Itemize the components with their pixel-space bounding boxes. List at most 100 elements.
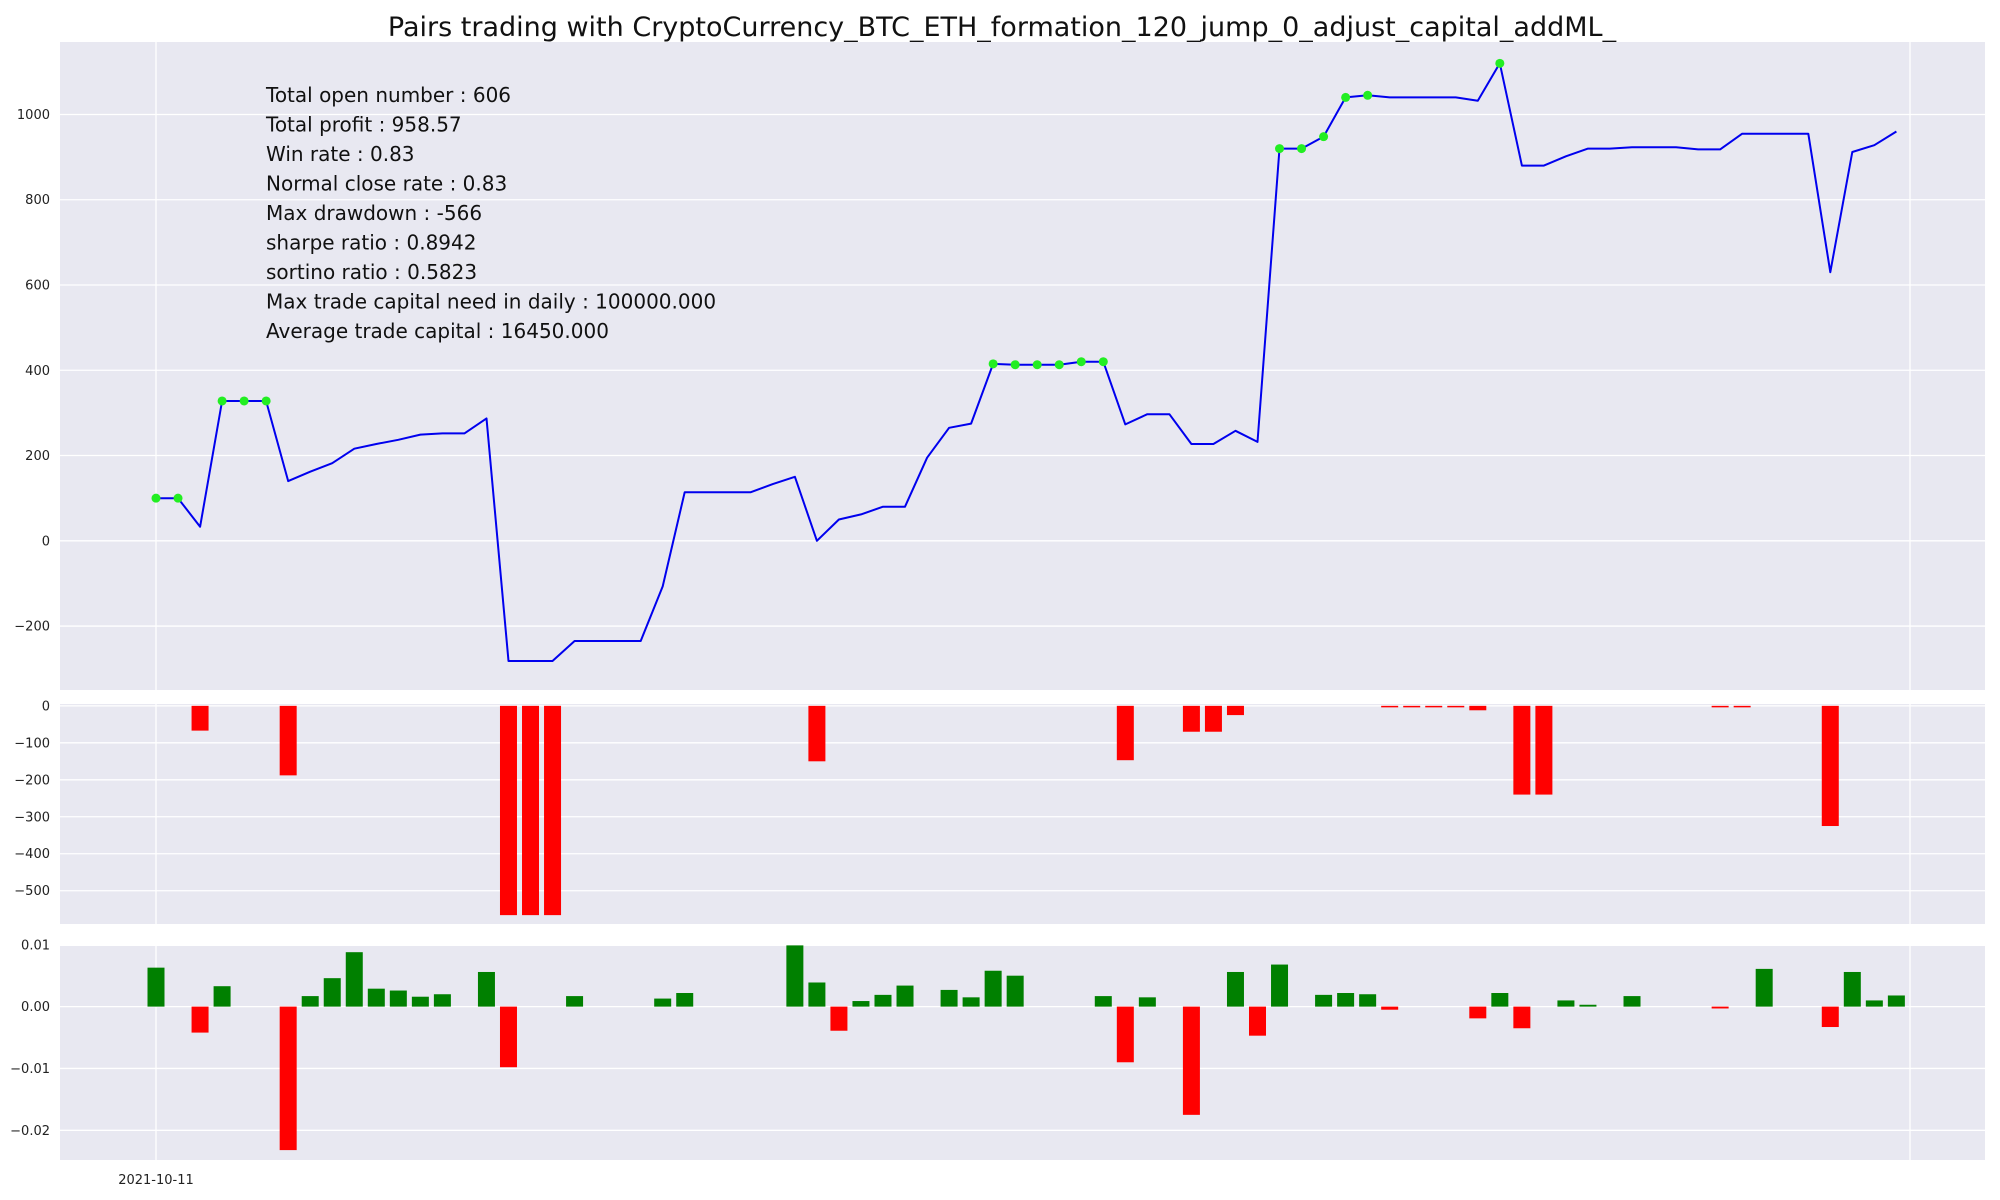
y-tick-label: −200 [14,620,50,635]
y-tick-label: 800 [25,193,50,208]
return-bar [1755,968,1773,1007]
return-bar [323,978,341,1007]
return-bar [191,1006,209,1033]
return-bar [1116,1006,1134,1063]
return-bar [411,996,429,1007]
panel-cumulative-profit: −200 0 200 400 600 800 1000 [14,42,1985,690]
profit-marker [1297,144,1307,154]
y-tick-label: 1000 [17,108,50,123]
x-tick-label: 2021-10-11 [118,1173,194,1188]
profit-marker [1275,144,1285,154]
return-bar [676,993,694,1007]
profit-marker [1010,360,1020,370]
return-bar [389,990,407,1007]
profit-marker [1076,357,1086,367]
drawdown-bar [808,705,826,762]
drawdown-bar [1821,705,1839,827]
drawdown-bar [191,705,209,731]
return-bar [984,970,1002,1007]
return-bar [1138,997,1156,1007]
return-bar [301,996,319,1007]
drawdown-bar [1535,705,1553,795]
y-tick-label: 0 [42,534,50,549]
drawdown-bar [522,705,540,916]
return-bar [477,971,495,1007]
y-tick-label: 0.01 [21,938,50,953]
drawdown-bar [279,705,297,776]
drawdown-bar [1469,705,1487,711]
drawdown-bar [1447,705,1465,708]
stat-line: Max trade capital need in daily : 100000… [266,290,716,314]
drawdown-bar [1381,705,1399,708]
profit-marker [1341,92,1351,102]
stat-line: Normal close rate : 0.83 [266,172,507,196]
return-bar [1469,1006,1487,1019]
drawdown-bar [1182,705,1200,732]
return-bar [1843,971,1861,1007]
return-bar [1513,1006,1531,1029]
return-bar [1865,1000,1883,1007]
drawdown-bar [1116,705,1134,761]
drawdown-bar [1425,705,1443,708]
stat-line: Win rate : 0.83 [266,142,415,166]
y-tick-label: −0.01 [10,1062,50,1077]
return-bar [1315,994,1333,1007]
panel-daily-return: 0.01 0.00 −0.01 −0.02 [10,938,1985,1160]
y-tick-label: −400 [14,847,50,862]
drawdown-bar [544,705,562,916]
profit-marker [1098,357,1108,367]
return-bar [940,989,958,1007]
chart-title: Pairs trading with CryptoCurrency_BTC_ET… [388,12,1617,43]
return-bar [1359,994,1377,1007]
panels: −200 0 200 400 600 800 1000 0 −100 −200 −300 −400 −5… [10,42,1985,1160]
profit-marker [1319,132,1329,142]
drawdown-bar [499,705,517,916]
return-bar [213,986,231,1007]
profit-marker [239,396,249,406]
return-bar [830,1006,848,1031]
panel-background [60,42,1985,690]
profit-marker [173,493,183,503]
return-bar [962,997,980,1007]
profit-marker [261,396,271,406]
profit-line [156,62,1897,662]
return-bar [367,988,385,1007]
return-bar [1887,995,1905,1007]
stat-line: sortino ratio : 0.5823 [266,260,477,284]
profit-marker [988,359,998,369]
return-bar [808,982,826,1007]
return-bar [1491,993,1509,1007]
panel-drawdown: 0 −100 −200 −300 −400 −500 [14,699,1985,924]
y-tick-label: −500 [14,884,50,899]
y-tick-label: 0 [42,699,50,714]
profit-marker [1032,360,1042,370]
return-bar [1249,1006,1266,1036]
return-bar [852,1001,870,1007]
profit-marker [217,396,227,406]
stats-box: Total open number : 606 Total profit : 95… [265,83,716,343]
return-bar [1711,1006,1729,1009]
y-tick-label: −0.02 [10,1124,50,1139]
drawdown-bar [1403,705,1421,708]
y-tick-label: 600 [25,279,50,294]
panel-background [60,704,1985,924]
return-bar [874,994,892,1007]
profit-marker [1495,58,1505,68]
return-bar [499,1006,517,1068]
return-bar [1337,993,1355,1007]
y-tick-label: 200 [25,449,50,464]
y-tick-label: 400 [25,364,50,379]
stat-line: Max drawdown : -566 [266,201,482,225]
profit-marker [1363,90,1373,100]
drawdown-bar [1733,705,1751,708]
return-bar [1182,1006,1200,1115]
drawdown-bar [1513,705,1531,795]
stat-line: Total profit : 958.57 [265,113,462,137]
return-bar [654,998,672,1007]
stat-line: sharpe ratio : 0.8942 [266,231,476,255]
y-tick-label: −100 [14,736,50,751]
profit-marker [151,493,161,503]
drawdown-bar [1204,705,1222,732]
